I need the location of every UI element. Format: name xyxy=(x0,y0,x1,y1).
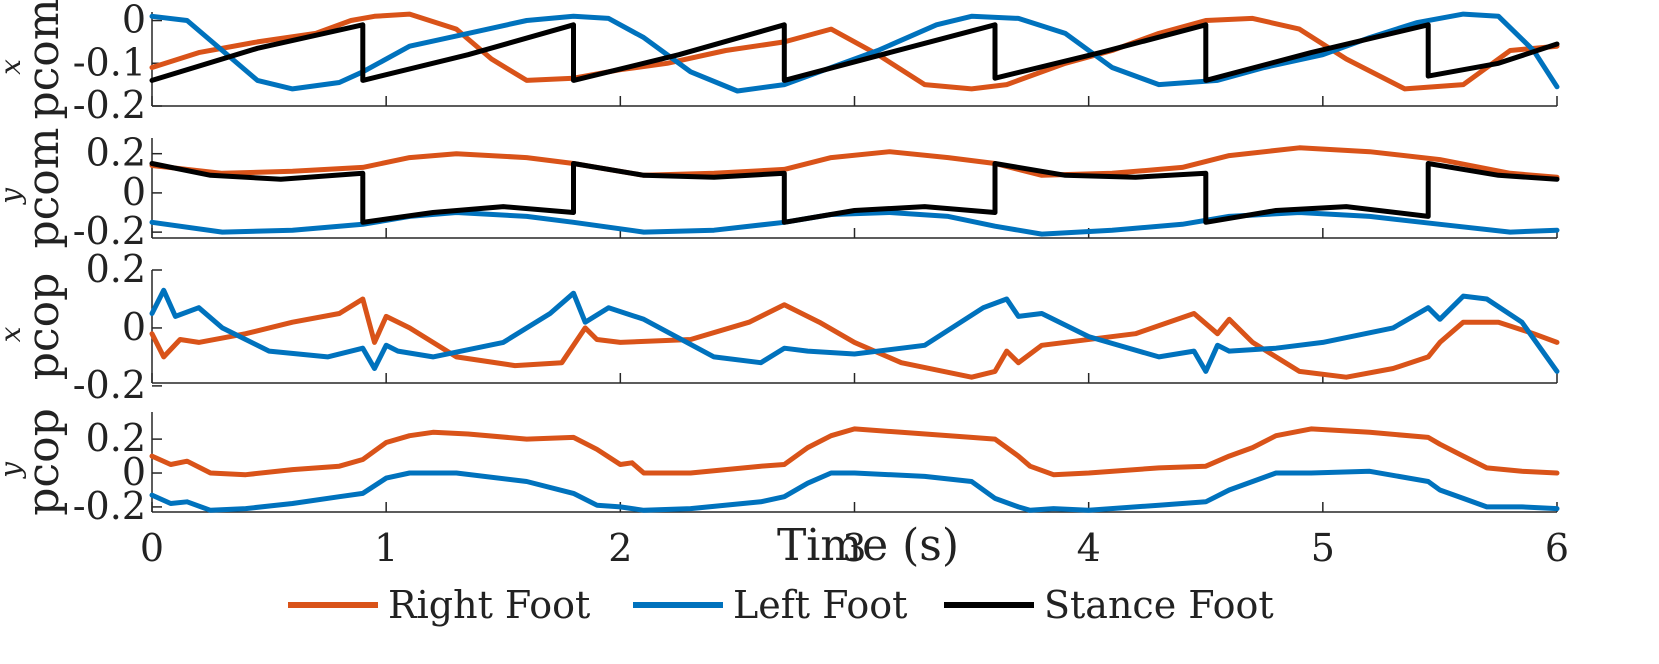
y-tick-label: -0.2 xyxy=(73,484,146,528)
legend-label: Right Foot xyxy=(388,583,590,627)
y-tick-label: -0.1 xyxy=(73,40,146,84)
panel-pcom-y: 0.20-0.2pcomy xyxy=(0,127,1560,253)
y-tick-label: -0.2 xyxy=(73,83,146,127)
y-label-base: p xyxy=(18,91,69,119)
y-tick-label: -0.2 xyxy=(73,209,146,253)
x-tick-label: 6 xyxy=(1545,526,1569,570)
chart-panels: 0-0.1-0.2pcomx0.20-0.2pcomy0.20-0.2pcopx… xyxy=(0,0,1560,528)
series-stance-foot-line xyxy=(149,22,1560,83)
y-label-sub: cop xyxy=(18,408,69,487)
y-label-sup: x xyxy=(0,326,27,342)
y-tick-label: 0 xyxy=(122,170,146,214)
legend-item-stance-foot: Stance Foot xyxy=(944,583,1274,627)
series-right-foot-line xyxy=(149,11,1560,92)
y-label-base: p xyxy=(18,352,69,380)
series-left-foot-line xyxy=(149,287,1560,374)
series-stance-foot-line xyxy=(149,161,1560,225)
series-right-foot-line xyxy=(149,145,1560,180)
y-label-sup: x xyxy=(0,59,27,75)
x-tick-label: 1 xyxy=(374,526,398,570)
y-tick-label: 0 xyxy=(122,0,146,42)
y-tick-label: 0.2 xyxy=(86,247,146,291)
y-tick-label: 0 xyxy=(122,450,146,494)
series-right-foot-line xyxy=(149,426,1560,478)
x-tick-label: 0 xyxy=(140,526,164,570)
series-right-foot-line xyxy=(149,296,1560,380)
legend-label: Stance Foot xyxy=(1044,583,1274,627)
panel-pcop-x: 0.2 0 -0.2pcopx xyxy=(0,247,1560,407)
x-axis: 0 1 2 3 4 5 6 xyxy=(140,526,1569,570)
y-label-sub: com xyxy=(18,127,69,220)
y-label-sub: com xyxy=(18,0,69,91)
y-label-sup: y xyxy=(0,187,27,206)
y-axis-label: pcop xyxy=(18,408,69,515)
x-tick-label: 2 xyxy=(608,526,632,570)
panel-pcom-x: 0-0.1-0.2pcomx xyxy=(0,0,1560,127)
panel-pcop-y: 0.20-0.2pcopy xyxy=(0,408,1560,528)
legend-item-right-foot: Right Foot xyxy=(288,583,590,627)
x-tick-label: 5 xyxy=(1311,526,1335,570)
y-label-sup: y xyxy=(0,461,27,480)
y-tick-label: 0.2 xyxy=(86,131,146,175)
y-axis-label: pcop xyxy=(18,273,69,380)
y-label-base: p xyxy=(18,488,69,516)
x-axis-label: Time (s) xyxy=(777,520,959,571)
x-tick-label: 3 xyxy=(842,526,866,570)
legend: Right Foot Left Foot Stance Foot xyxy=(288,583,1274,627)
legend-label: Left Foot xyxy=(733,583,907,627)
y-label-base: p xyxy=(18,220,69,248)
y-tick-label: 0 xyxy=(122,305,146,349)
y-label-sub: cop xyxy=(18,273,69,352)
y-tick-label: 0.2 xyxy=(86,416,146,460)
y-axis-label: pcom xyxy=(18,0,69,120)
series-left-foot-line xyxy=(149,468,1560,513)
legend-item-left-foot: Left Foot xyxy=(633,583,907,627)
x-tick-label: 4 xyxy=(1077,526,1101,570)
y-tick-label: -0.2 xyxy=(73,363,146,407)
y-axis-label: pcom xyxy=(18,127,69,248)
